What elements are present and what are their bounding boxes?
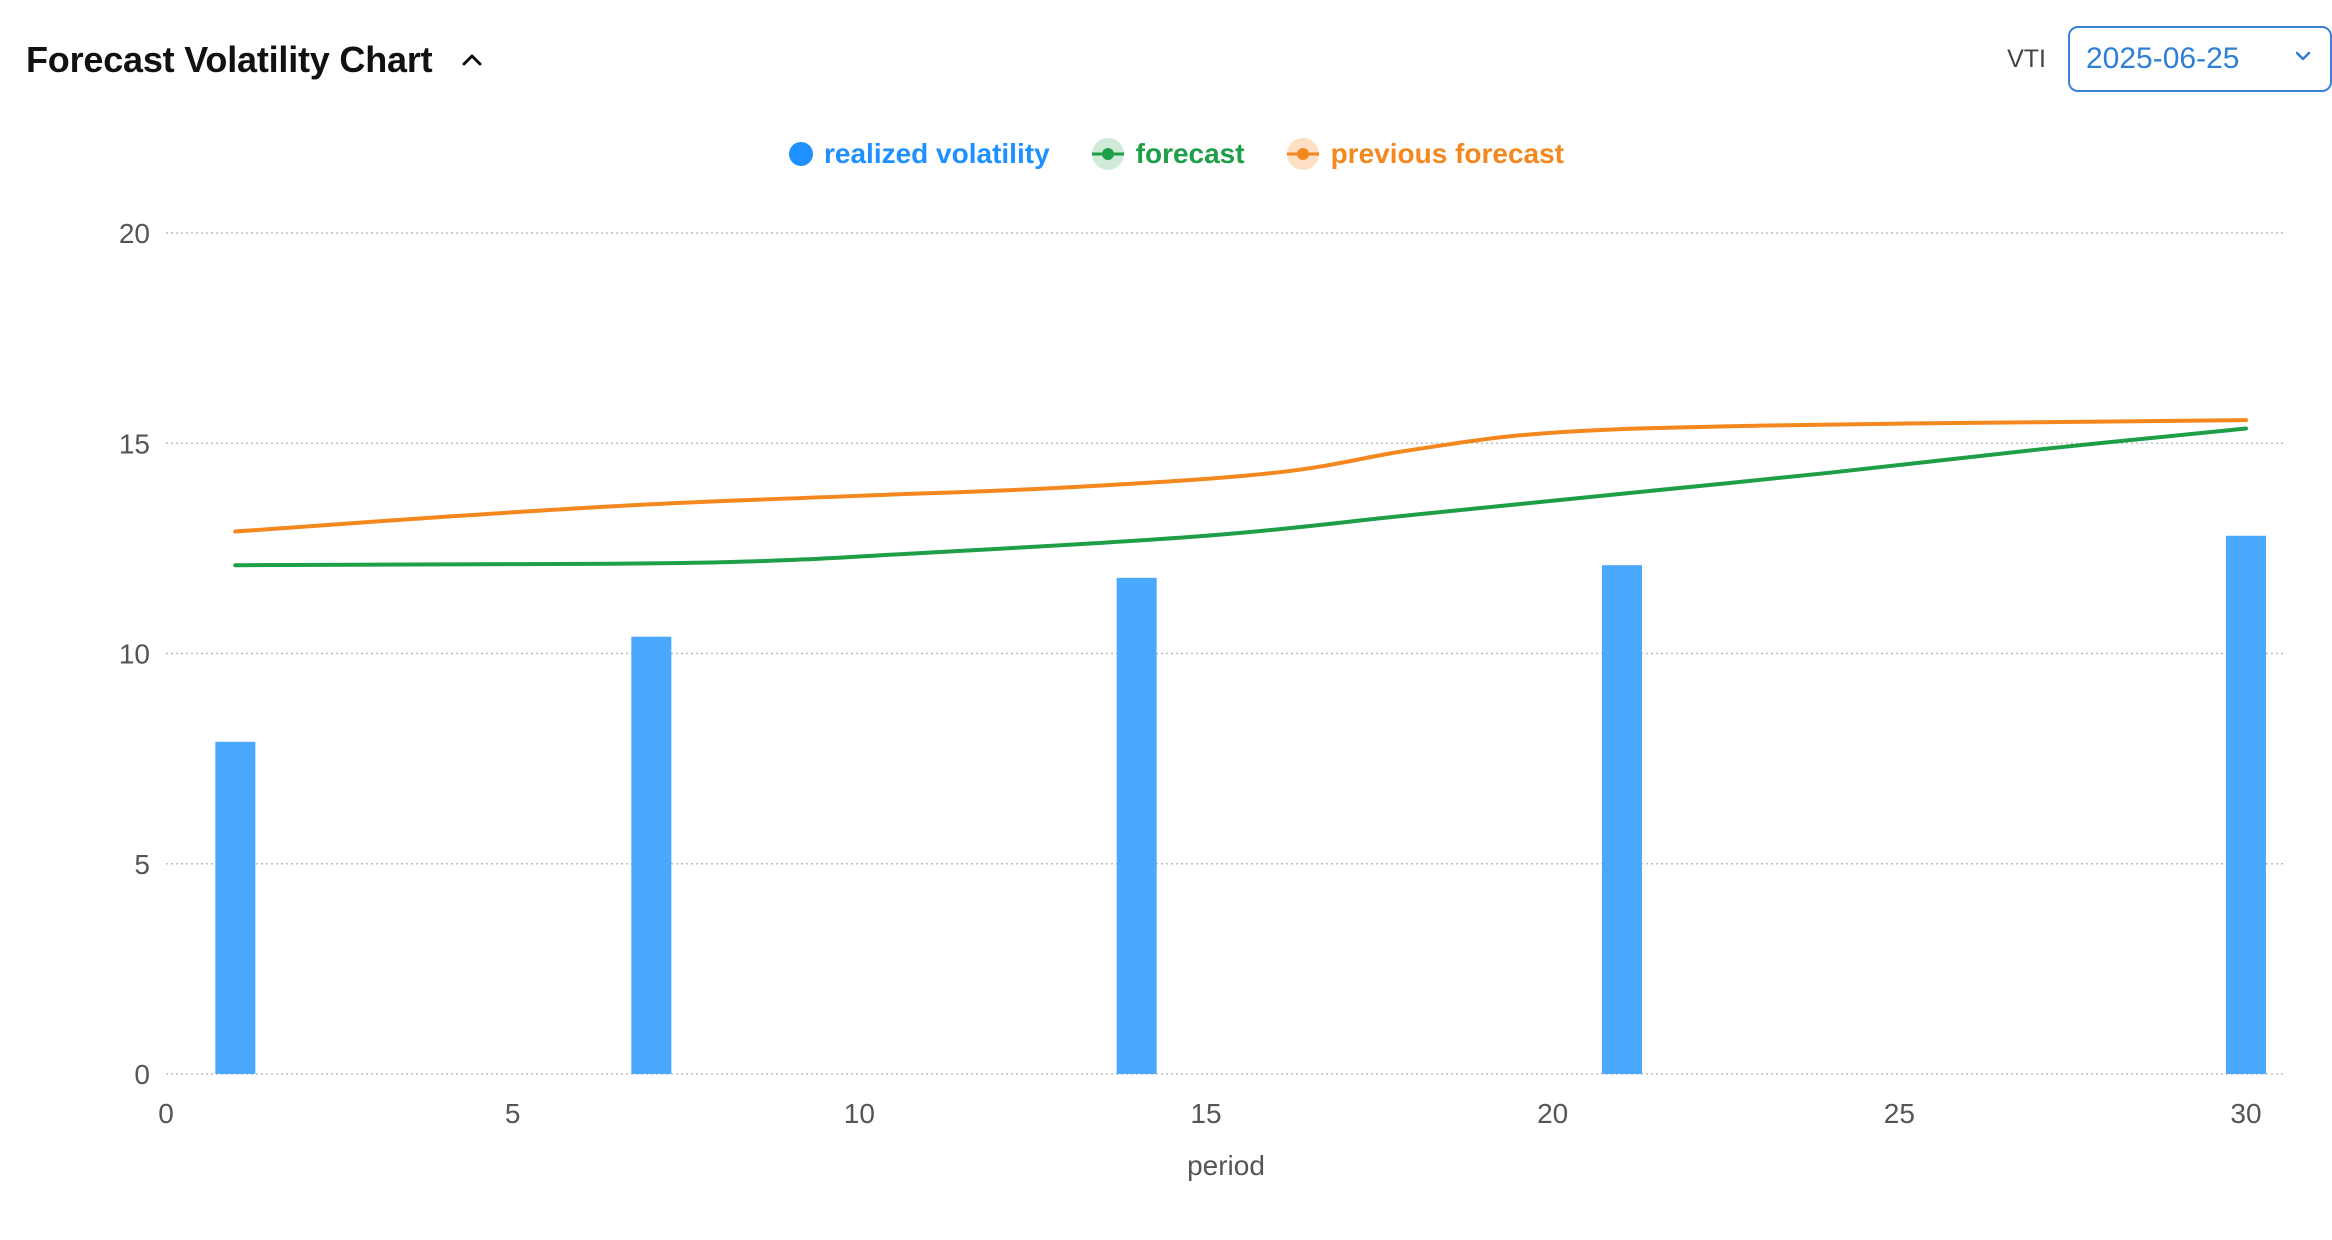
- ring-dot-marker-icon: [1091, 138, 1124, 170]
- y-tick-label: 5: [134, 849, 150, 880]
- x-tick-label: 0: [158, 1098, 174, 1129]
- legend-item-realized-volatility[interactable]: realized volatility: [788, 138, 1050, 170]
- bar-realized-volatility[interactable]: [1116, 577, 1157, 1074]
- line-previous-forecast[interactable]: [233, 418, 2248, 534]
- collapse-button[interactable]: [454, 42, 490, 78]
- bar-realized-volatility[interactable]: [631, 636, 672, 1074]
- chart-legend: realized volatility forecast previous fo…: [0, 136, 2332, 172]
- date-select[interactable]: 2025-06-25: [2068, 26, 2332, 92]
- x-tick-label: 10: [844, 1098, 875, 1129]
- line-forecast[interactable]: [233, 426, 2248, 568]
- page-title: Forecast Volatility Chart: [26, 39, 433, 80]
- chevron-down-icon: [2295, 51, 2311, 61]
- y-tick-label: 0: [134, 1059, 150, 1090]
- ticker-label: VTI: [2007, 44, 2046, 73]
- legend-label: previous forecast: [1330, 138, 1564, 169]
- x-tick-label: 30: [2230, 1098, 2261, 1129]
- x-tick-label: 25: [1884, 1098, 1915, 1129]
- x-tick-label: 5: [505, 1098, 521, 1129]
- x-tick-label: 20: [1537, 1098, 1568, 1129]
- date-select-value: 2025-06-25: [2086, 42, 2240, 75]
- legend-item-previous-forecast[interactable]: previous forecast: [1285, 136, 1564, 172]
- ticker-date-control: VTI 2025-06-25: [2007, 24, 2332, 94]
- chevron-up-icon: [462, 54, 482, 66]
- legend-label: forecast: [1135, 138, 1245, 169]
- dot-marker-icon: [789, 142, 813, 166]
- y-tick-label: 10: [119, 639, 150, 670]
- y-tick-label: 15: [119, 428, 150, 459]
- bar-realized-volatility[interactable]: [215, 741, 256, 1074]
- y-tick-label: 20: [119, 218, 150, 249]
- x-axis-label: period: [1187, 1150, 1265, 1181]
- bar-realized-volatility[interactable]: [2226, 535, 2266, 1074]
- bar-realized-volatility[interactable]: [1602, 565, 1642, 1074]
- x-tick-label: 15: [1190, 1098, 1221, 1129]
- legend-item-forecast[interactable]: forecast: [1090, 136, 1245, 172]
- legend-label: realized volatility: [824, 138, 1050, 169]
- panel-header: Forecast Volatility Chart: [26, 22, 490, 98]
- ring-dot-marker-icon: [1286, 138, 1319, 170]
